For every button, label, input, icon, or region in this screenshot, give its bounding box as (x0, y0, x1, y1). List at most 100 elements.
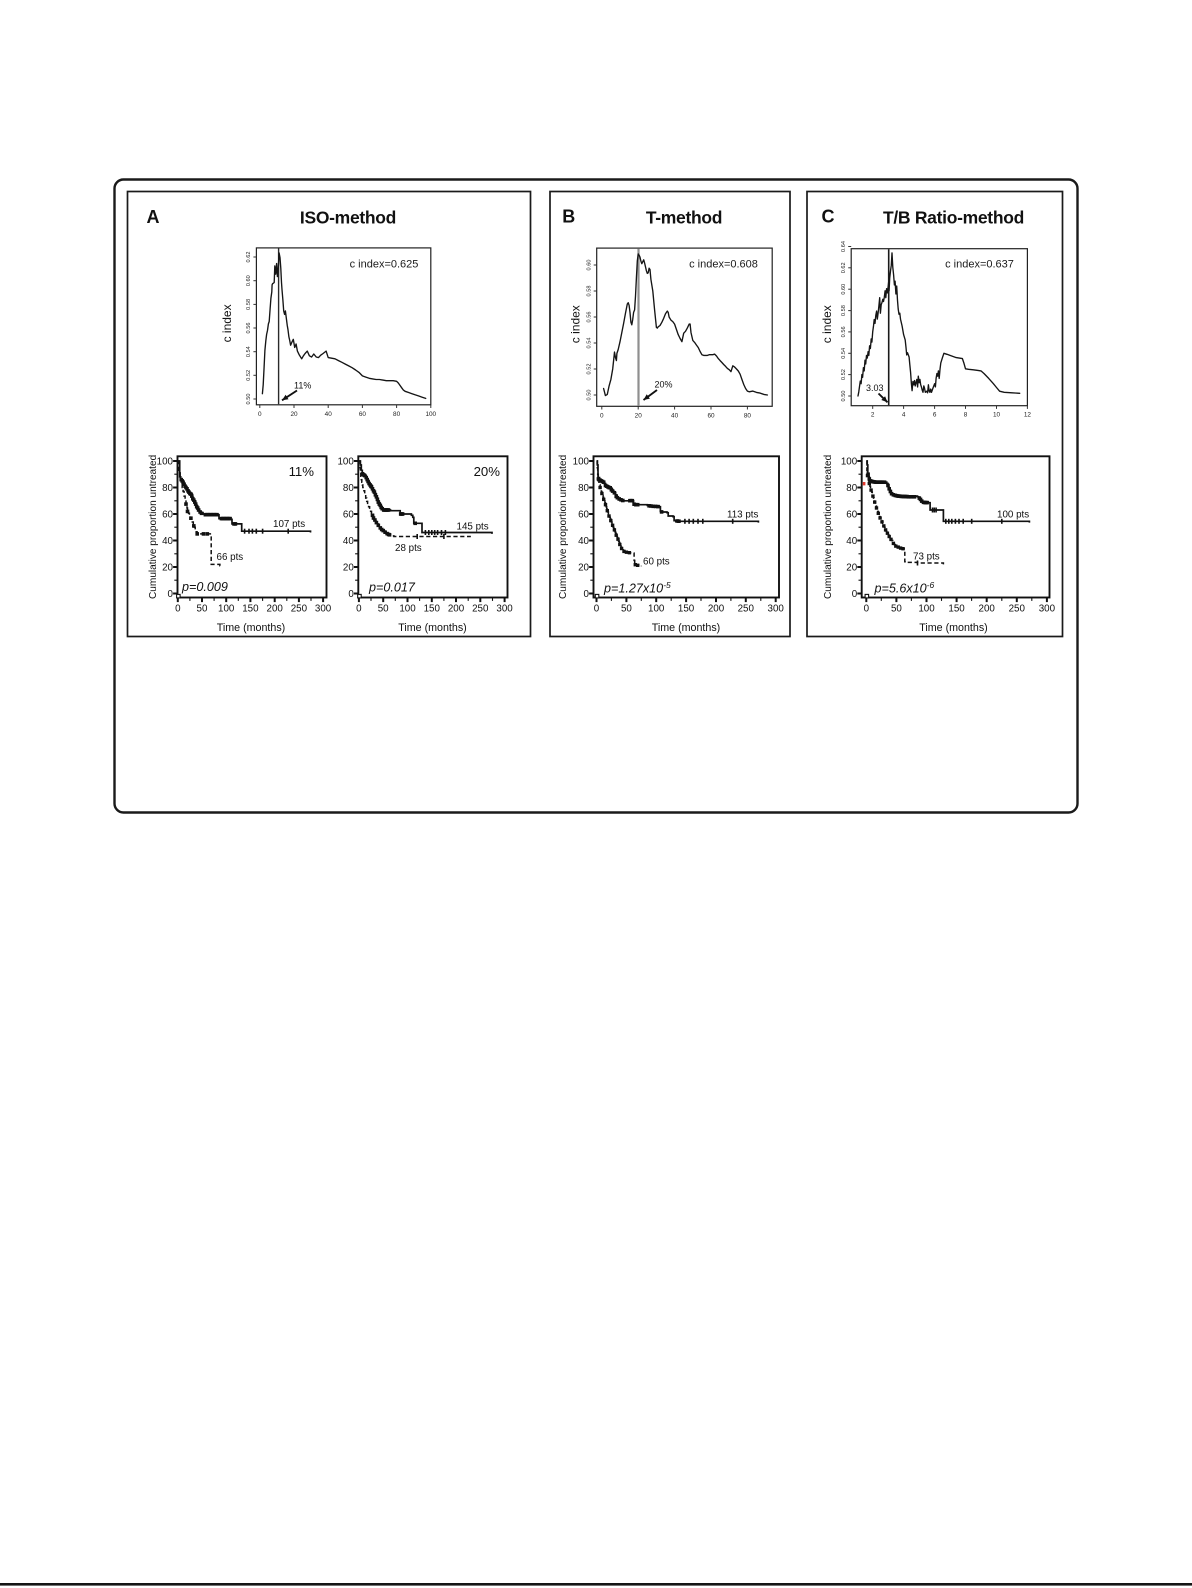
svg-text:50: 50 (621, 603, 632, 614)
svg-text:0: 0 (864, 603, 870, 614)
svg-text:300: 300 (768, 603, 785, 614)
svg-text:0.50: 0.50 (587, 390, 593, 401)
svg-text:0.58: 0.58 (841, 305, 847, 316)
svg-text:80: 80 (393, 411, 401, 418)
svg-text:107 pts: 107 pts (273, 519, 305, 530)
svg-text:60: 60 (343, 509, 354, 520)
svg-text:12: 12 (1024, 412, 1032, 419)
svg-text:20: 20 (162, 562, 173, 573)
svg-text:40: 40 (671, 412, 679, 419)
svg-text:200: 200 (708, 603, 725, 614)
svg-text:0.62: 0.62 (246, 252, 252, 263)
svg-text:250: 250 (738, 603, 755, 614)
svg-text:Time (months): Time (months) (217, 622, 286, 634)
svg-text:73 pts: 73 pts (913, 552, 940, 563)
svg-text:8: 8 (964, 412, 968, 419)
svg-text:0: 0 (168, 589, 174, 600)
svg-text:20: 20 (635, 412, 643, 419)
svg-text:0.58: 0.58 (246, 299, 252, 310)
svg-text:p=5.6x10-6: p=5.6x10-6 (874, 580, 935, 596)
svg-text:11%: 11% (294, 381, 311, 391)
svg-text:11%: 11% (289, 464, 315, 479)
svg-text:100: 100 (157, 456, 174, 467)
svg-text:0.56: 0.56 (246, 323, 252, 334)
svg-text:0: 0 (356, 603, 362, 614)
svg-text:100: 100 (337, 456, 354, 467)
svg-text:p=1.27x10-5: p=1.27x10-5 (603, 580, 671, 596)
svg-text:113 pts: 113 pts (727, 510, 759, 521)
svg-text:0: 0 (348, 589, 354, 600)
svg-text:150: 150 (424, 603, 441, 614)
svg-text:0: 0 (258, 411, 262, 418)
svg-text:100: 100 (425, 411, 436, 418)
svg-text:0.50: 0.50 (246, 394, 252, 405)
svg-text:300: 300 (315, 603, 332, 614)
svg-text:80: 80 (578, 483, 589, 494)
svg-text:100: 100 (918, 603, 935, 614)
svg-text:40: 40 (846, 536, 857, 547)
svg-text:300: 300 (1039, 603, 1056, 614)
svg-text:10: 10 (993, 412, 1001, 419)
svg-text:250: 250 (291, 603, 308, 614)
svg-text:0.54: 0.54 (841, 348, 847, 359)
svg-text:0: 0 (175, 603, 181, 614)
svg-text:p=0.009: p=0.009 (181, 580, 228, 594)
svg-text:80: 80 (744, 412, 752, 419)
svg-text:Time (months): Time (months) (919, 622, 988, 634)
svg-text:60: 60 (846, 509, 857, 520)
svg-text:0.56: 0.56 (841, 326, 847, 337)
svg-text:c index: c index (569, 305, 583, 343)
svg-text:50: 50 (891, 603, 902, 614)
svg-text:200: 200 (448, 603, 465, 614)
svg-text:20%: 20% (474, 464, 501, 479)
svg-text:T-method: T-method (646, 208, 722, 228)
svg-text:T/B Ratio-method: T/B Ratio-method (883, 208, 1024, 228)
svg-text:150: 150 (948, 603, 965, 614)
svg-text:250: 250 (472, 603, 489, 614)
svg-text:50: 50 (197, 603, 208, 614)
svg-text:60: 60 (162, 509, 173, 520)
svg-text:60: 60 (359, 411, 367, 418)
svg-text:145 pts: 145 pts (457, 522, 489, 533)
svg-text:3.03: 3.03 (866, 383, 884, 393)
svg-text:20: 20 (578, 562, 589, 573)
svg-text:200: 200 (267, 603, 284, 614)
svg-text:100: 100 (841, 456, 858, 467)
svg-text:80: 80 (343, 483, 354, 494)
svg-text:60 pts: 60 pts (643, 557, 670, 568)
svg-text:0.52: 0.52 (587, 364, 593, 375)
svg-text:c index=0.637: c index=0.637 (945, 258, 1014, 270)
svg-text:Time (months): Time (months) (652, 622, 721, 634)
svg-text:0: 0 (852, 589, 858, 600)
svg-text:Cumulative proportion untreate: Cumulative proportion untreated (148, 455, 159, 599)
svg-text:80: 80 (162, 483, 173, 494)
svg-text:20: 20 (846, 562, 857, 573)
svg-text:Cumulative proportion untreate: Cumulative proportion untreated (558, 455, 569, 599)
svg-text:100: 100 (648, 603, 665, 614)
svg-text:40: 40 (578, 536, 589, 547)
svg-text:150: 150 (678, 603, 695, 614)
svg-text:150: 150 (242, 603, 259, 614)
svg-text:B: B (562, 207, 575, 227)
svg-text:c index: c index (820, 305, 834, 343)
svg-text:0.54: 0.54 (587, 338, 593, 349)
svg-text:c index=0.625: c index=0.625 (350, 258, 419, 270)
svg-text:ISO-method: ISO-method (300, 208, 396, 228)
svg-text:20%: 20% (655, 380, 673, 390)
svg-text:0.52: 0.52 (841, 369, 847, 380)
svg-text:0.62: 0.62 (841, 262, 847, 273)
svg-text:0.60: 0.60 (246, 275, 252, 286)
svg-text:0: 0 (584, 589, 590, 600)
svg-text:Time (months): Time (months) (398, 622, 467, 634)
svg-text:300: 300 (496, 603, 513, 614)
svg-text:20: 20 (343, 562, 354, 573)
svg-text:80: 80 (846, 483, 857, 494)
svg-text:0.60: 0.60 (841, 284, 847, 295)
svg-text:0.60: 0.60 (587, 260, 593, 271)
svg-text:40: 40 (343, 536, 354, 547)
svg-text:0.50: 0.50 (841, 391, 847, 402)
svg-text:0.64: 0.64 (841, 241, 847, 252)
svg-text:p=0.017: p=0.017 (368, 581, 416, 595)
svg-text:Cumulative proportion untreate: Cumulative proportion untreated (823, 455, 834, 599)
svg-text:100 pts: 100 pts (997, 510, 1029, 521)
